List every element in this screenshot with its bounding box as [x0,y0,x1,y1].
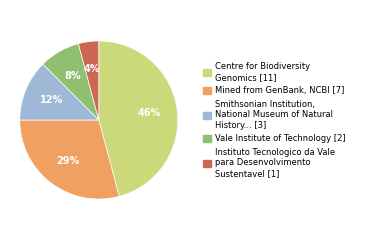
Text: 12%: 12% [40,95,63,105]
Text: 8%: 8% [65,71,81,80]
Wedge shape [78,41,99,120]
Wedge shape [43,44,99,120]
Text: 29%: 29% [56,156,79,166]
Text: 46%: 46% [138,108,162,118]
Wedge shape [20,64,99,120]
Wedge shape [20,120,119,199]
Wedge shape [99,41,178,196]
Text: 4%: 4% [84,64,100,74]
Legend: Centre for Biodiversity
Genomics [11], Mined from GenBank, NCBI [7], Smithsonian: Centre for Biodiversity Genomics [11], M… [202,61,347,179]
